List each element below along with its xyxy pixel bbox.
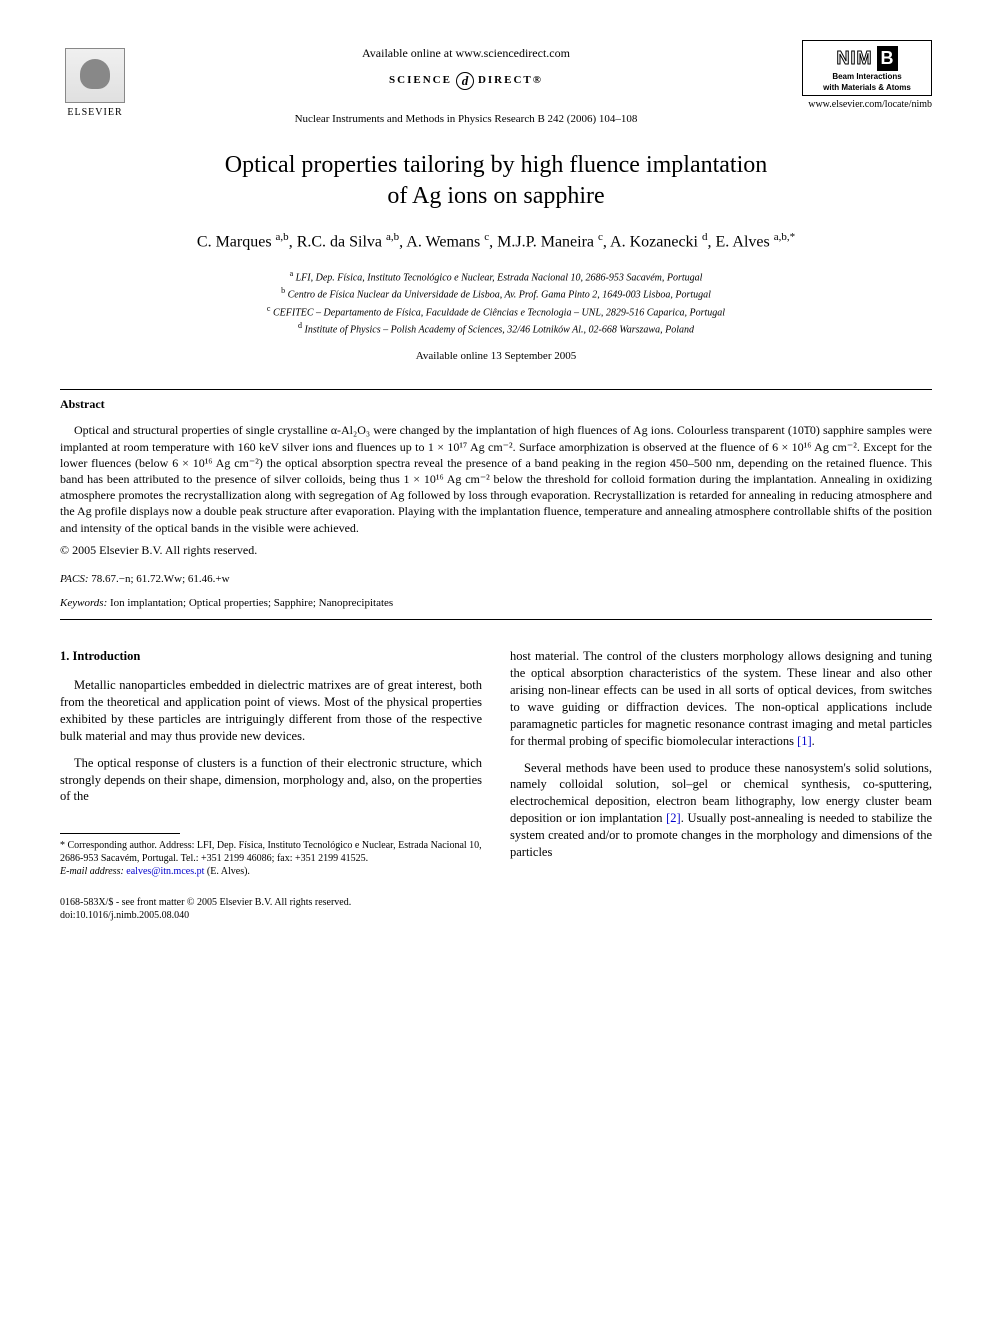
aff-a-text: LFI, Dep. Física, Instituto Tecnológico … [296, 272, 703, 283]
journal-url[interactable]: www.elsevier.com/locate/nimb [802, 98, 932, 112]
nimb-title: NIM B [807, 46, 927, 71]
pacs-line: PACS: 78.67.−n; 61.72.Ww; 61.46.+w [60, 572, 932, 587]
elsevier-logo: ELSEVIER [60, 40, 130, 120]
nimb-sub2: with Materials & Atoms [807, 84, 927, 93]
doi-line: doi:10.1016/j.nimb.2005.08.040 [60, 909, 932, 922]
ref-link-2[interactable]: [2] [666, 811, 681, 825]
column-left: 1. Introduction Metallic nanoparticles e… [60, 648, 482, 878]
keywords-text: Ion implantation; Optical properties; Sa… [110, 597, 393, 609]
section-1-heading: 1. Introduction [60, 648, 482, 665]
column-right: host material. The control of the cluste… [510, 648, 932, 878]
body-columns: 1. Introduction Metallic nanoparticles e… [60, 648, 932, 878]
journal-reference: Nuclear Instruments and Methods in Physi… [130, 112, 802, 127]
nimb-letters: NIM [837, 46, 873, 71]
footnote-rule [60, 833, 180, 834]
available-online-text: Available online at www.sciencedirect.co… [130, 45, 802, 62]
aff-d-text: Institute of Physics – Polish Academy of… [304, 324, 694, 335]
abstract-text: Optical and structural properties of sin… [60, 423, 932, 534]
sd-left: SCIENCE [389, 73, 452, 88]
keywords-label: Keywords: [60, 597, 107, 609]
front-matter-line: 0168-583X/$ - see front matter © 2005 El… [60, 896, 932, 909]
footnote-corresponding: * Corresponding author. Address: LFI, De… [60, 839, 482, 865]
nimb-b: B [877, 46, 898, 71]
rule-bottom [60, 619, 932, 620]
nimb-container: NIM B Beam Interactions with Materials &… [802, 40, 932, 142]
aff-c-text: CEFITEC – Departamento de Física, Faculd… [273, 307, 725, 318]
footnote-email-who: (E. Alves). [207, 866, 250, 877]
nimb-box: NIM B Beam Interactions with Materials &… [802, 40, 932, 96]
keywords-line: Keywords: Ion implantation; Optical prop… [60, 596, 932, 611]
nimb-sub1: Beam Interactions [807, 73, 927, 82]
article-title: Optical properties tailoring by high flu… [60, 150, 932, 212]
footnote-email: E-mail address: ealves@itn.mces.pt (E. A… [60, 865, 482, 878]
abstract-body: Optical and structural properties of sin… [60, 422, 932, 535]
sd-circle-icon: d [456, 72, 474, 90]
rule-top [60, 389, 932, 390]
pacs-label: PACS: [60, 573, 89, 585]
date-available-online: Available online 13 September 2005 [60, 349, 932, 364]
copyright: © 2005 Elsevier B.V. All rights reserved… [60, 542, 932, 559]
intro-p3-pre: host material. The control of the cluste… [510, 649, 932, 747]
abstract-heading: Abstract [60, 396, 932, 413]
footnote-email-link[interactable]: ealves@itn.mces.pt [126, 866, 204, 877]
intro-para-1: Metallic nanoparticles embedded in diele… [60, 677, 482, 745]
footnote-corr-text: * Corresponding author. Address: LFI, De… [60, 840, 482, 864]
footnote-email-label: E-mail address: [60, 866, 124, 877]
affiliation-c: c CEFITEC – Departamento de Física, Facu… [60, 303, 932, 320]
sciencedirect-logo: SCIENCE d DIRECT® [389, 72, 543, 90]
elsevier-label: ELSEVIER [67, 106, 122, 120]
intro-para-2: The optical response of clusters is a fu… [60, 755, 482, 806]
affiliations: a LFI, Dep. Física, Instituto Tecnológic… [60, 268, 932, 337]
bottom-info: 0168-583X/$ - see front matter © 2005 El… [60, 896, 932, 922]
intro-para-4: Several methods have been used to produc… [510, 760, 932, 861]
affiliation-a: a LFI, Dep. Física, Instituto Tecnológic… [60, 268, 932, 285]
header-row: ELSEVIER Available online at www.science… [60, 40, 932, 142]
elsevier-tree-icon [65, 48, 125, 103]
sd-right: DIRECT® [478, 73, 543, 88]
aff-b-text: Centro de Física Nuclear da Universidade… [288, 290, 711, 301]
affiliation-b: b Centro de Física Nuclear da Universida… [60, 285, 932, 302]
affiliation-d: d Institute of Physics – Polish Academy … [60, 320, 932, 337]
intro-para-3: host material. The control of the cluste… [510, 648, 932, 749]
title-line2: of Ag ions on sapphire [387, 183, 604, 209]
title-line1: Optical properties tailoring by high flu… [225, 152, 768, 178]
authors: C. Marques a,b, R.C. da Silva a,b, A. We… [60, 230, 932, 254]
ref-link-1[interactable]: [1] [797, 734, 812, 748]
pacs-codes: 78.67.−n; 61.72.Ww; 61.46.+w [91, 573, 229, 585]
header-center: Available online at www.sciencedirect.co… [130, 40, 802, 127]
